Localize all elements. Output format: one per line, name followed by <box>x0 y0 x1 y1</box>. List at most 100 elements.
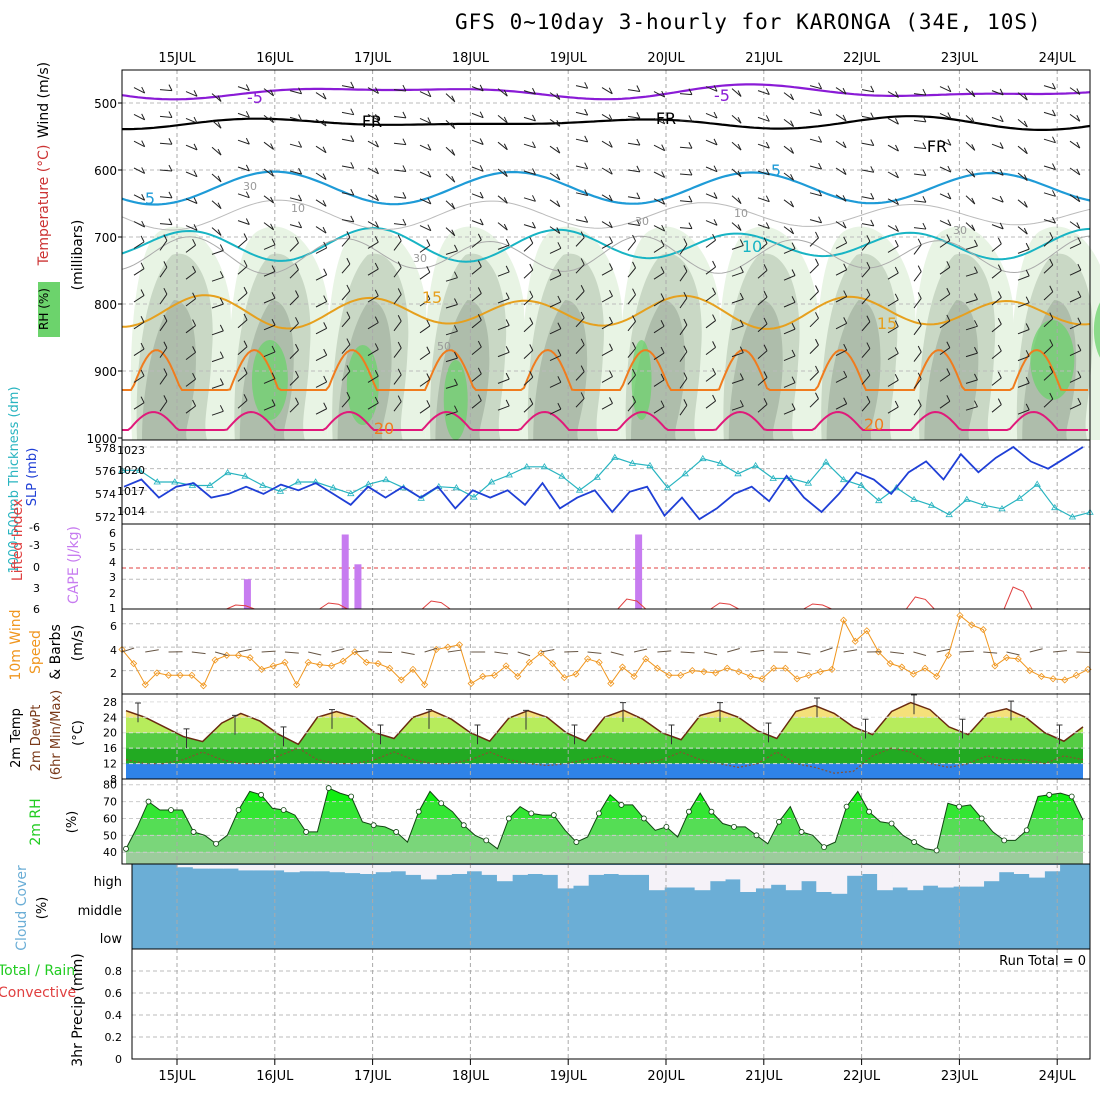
axis-label: 10m Wind <box>8 609 24 680</box>
wind-barb <box>705 112 718 119</box>
wind-barb-flag <box>532 195 536 202</box>
wind-barb <box>809 111 822 116</box>
wind10-barb <box>1053 650 1067 653</box>
wind-barb <box>705 239 716 248</box>
wind-speed-marker <box>909 670 917 678</box>
wind10-barb <box>494 651 509 655</box>
wind-barb <box>315 145 327 154</box>
wind-barb-flag <box>632 395 636 403</box>
wind-barb <box>1043 85 1056 90</box>
wind-barb <box>601 322 613 330</box>
wind-barb <box>471 86 484 92</box>
wind-barb-flag <box>713 192 718 199</box>
wind-barb <box>159 374 168 385</box>
wind-barb <box>757 170 770 176</box>
wind-barb <box>159 293 168 305</box>
wind-barb <box>601 295 613 303</box>
wind-barb <box>497 298 510 304</box>
wind-barb-flag <box>503 170 508 177</box>
wind-barb <box>341 371 351 381</box>
wind-barb-flag <box>192 319 197 326</box>
wind-barb-flag <box>947 165 952 173</box>
cloud-gap <box>937 865 954 888</box>
wind-barb <box>497 325 510 331</box>
wind-barb-flag <box>765 115 770 122</box>
wind-barb-flag <box>402 192 407 199</box>
wind-barb <box>601 87 613 95</box>
wind-barb <box>705 86 718 92</box>
wind-barb-flag <box>219 297 224 305</box>
wind-barb <box>653 325 665 334</box>
wind-barb <box>835 242 847 249</box>
wind-speed-marker <box>502 662 510 670</box>
wind-barb-flag <box>661 90 666 98</box>
wind-barb-flag <box>1025 296 1030 303</box>
wind-speed-marker <box>164 671 173 679</box>
wind-barb <box>1069 221 1081 229</box>
wind-barb-flag <box>947 112 952 119</box>
wind-barb-flag <box>1025 323 1030 330</box>
wind-barb <box>705 293 716 302</box>
wind-barb-flag <box>168 111 173 118</box>
wind-barb <box>757 269 768 279</box>
wind-barb-flag <box>584 108 589 116</box>
cloud-gap <box>390 865 407 872</box>
wind-barb <box>211 93 222 102</box>
wind-barb-flag <box>397 368 402 376</box>
wind-barb-flag <box>791 242 796 249</box>
wind-barb <box>627 374 636 385</box>
wind-barb <box>575 290 585 301</box>
wind-barb <box>991 270 1002 279</box>
wind-barb-flag <box>842 168 847 175</box>
wind-barb <box>731 195 742 205</box>
wind-barb <box>185 351 196 360</box>
wind-barb <box>861 267 871 278</box>
pressure-tick-label: 700 <box>94 231 117 245</box>
contour-label: 10 <box>742 237 762 256</box>
wind-barb-flag <box>375 221 379 228</box>
wind-barb-flag <box>997 371 1002 379</box>
wind-barb <box>965 272 978 277</box>
wind-barb <box>653 171 665 178</box>
wind-barb-flag <box>426 346 431 353</box>
wind-barb-flag <box>971 90 976 98</box>
cloud-gap <box>755 865 772 889</box>
thickness-marker <box>734 470 742 477</box>
wind-barb-flag <box>557 295 562 303</box>
wind-barb-flag <box>270 223 275 231</box>
rh-marker <box>663 823 670 830</box>
wind-barb-flag <box>217 122 222 129</box>
axis-label: Wind (m/s) <box>36 62 52 138</box>
wind-barb <box>185 405 196 414</box>
cloud-gap <box>542 865 559 875</box>
wind-barb-flag <box>402 138 407 145</box>
rh-marker <box>843 803 850 810</box>
wind-barb <box>497 405 510 411</box>
precip-panel: 0.8 0.6 0.4 0.2 0 Run Total = 0 3hr Precip (mm… <box>0 948 1091 1067</box>
contour-label: FR <box>362 112 382 131</box>
wind-barb-flag <box>815 338 819 346</box>
wind-barb <box>471 139 484 145</box>
axis-label: 3hr Precip (mm) <box>70 953 86 1066</box>
contour-label: FR <box>656 109 676 128</box>
cloud-tick: high <box>94 875 122 890</box>
wind-barb <box>549 274 562 281</box>
wind-barb <box>601 402 613 410</box>
wind-barb-flag <box>894 373 899 381</box>
wind-barb <box>575 192 588 196</box>
wind10-barb <box>913 651 927 656</box>
temp-band <box>126 717 1083 733</box>
axis-label: Speed <box>28 630 44 674</box>
wind-barb-flag <box>765 88 770 95</box>
wind-barb-flag <box>271 318 276 326</box>
wind-barb <box>133 167 145 174</box>
wind-barb-flag <box>842 221 847 229</box>
wind-barb <box>133 402 145 410</box>
wind-barb-flag <box>163 234 168 241</box>
wind-barb <box>185 271 196 280</box>
wind-barb-flag <box>580 338 585 346</box>
wind-barb-flag <box>350 108 355 115</box>
wind-barb <box>523 403 534 413</box>
wind-barb-flag <box>140 262 145 269</box>
wind-barb-flag <box>298 87 303 94</box>
